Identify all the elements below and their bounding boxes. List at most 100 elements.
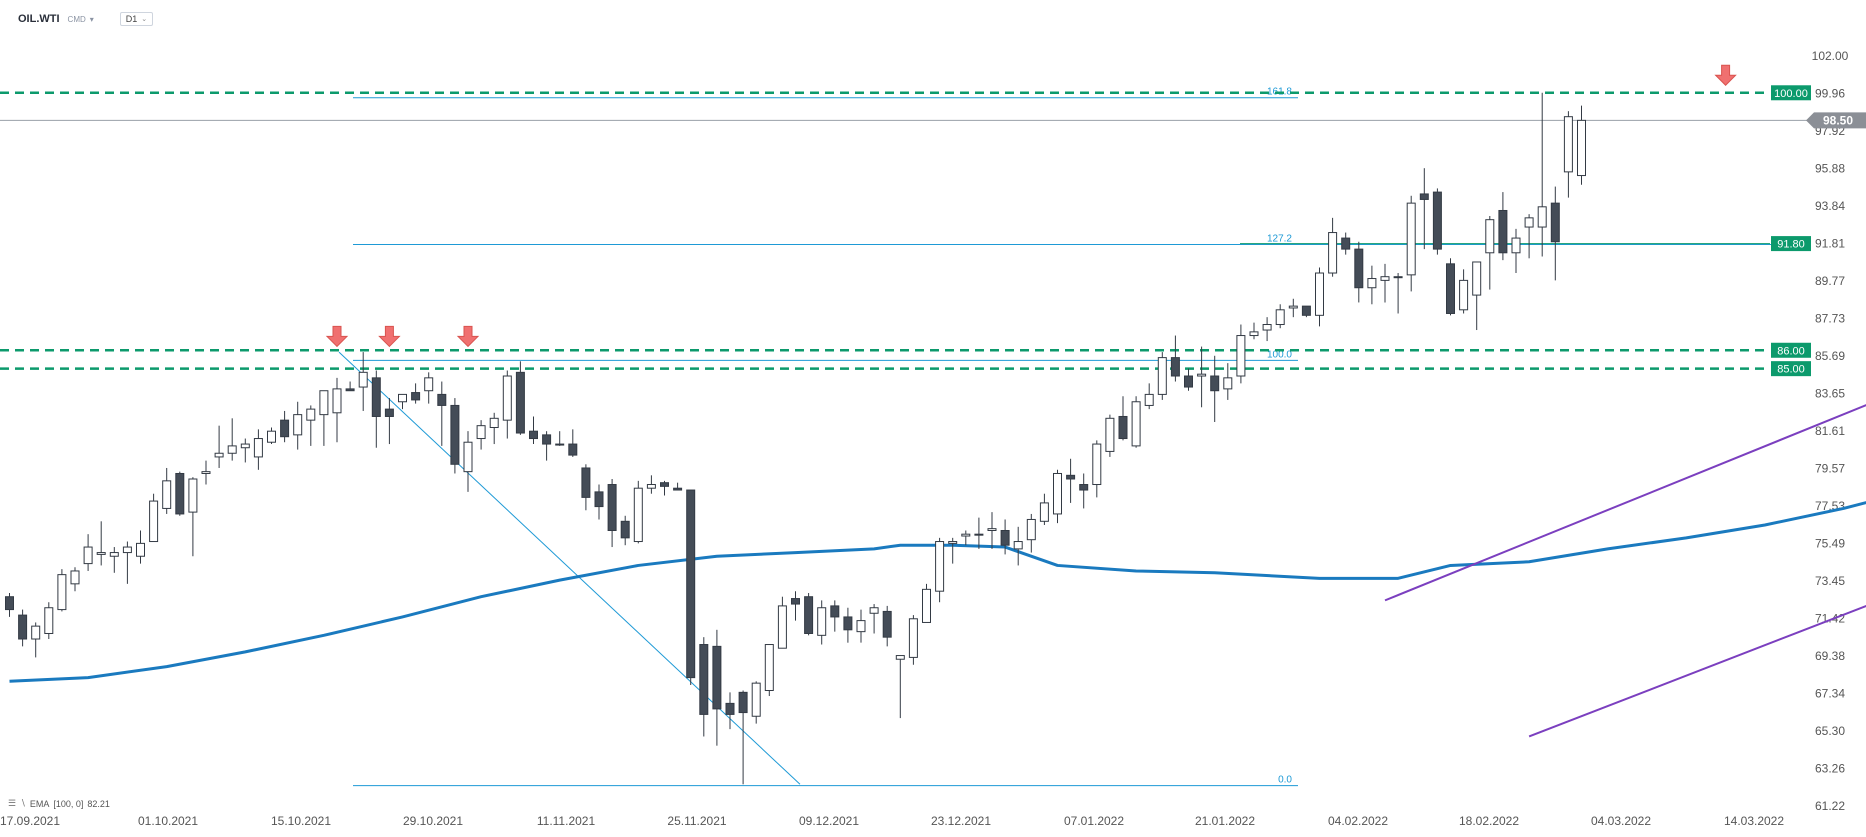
candle-body <box>700 645 708 715</box>
indicator-legend[interactable]: ☰ ∖ EMA [100, 0] 82.21 <box>8 798 110 809</box>
candle-body <box>320 391 328 415</box>
candle <box>137 530 145 563</box>
candle <box>19 610 27 647</box>
candle <box>1381 264 1389 303</box>
y-tick-label: 75.49 <box>1815 537 1845 551</box>
chevron-down-icon: ⌄ <box>141 15 147 23</box>
candle <box>582 464 590 510</box>
y-tick-label: 91.81 <box>1815 236 1845 250</box>
candle <box>923 584 931 623</box>
candle <box>530 416 538 444</box>
y-tick-label: 85.69 <box>1815 349 1845 363</box>
candle <box>975 518 983 549</box>
candle <box>936 538 944 602</box>
candle-body <box>543 435 551 444</box>
candle-body <box>1368 279 1376 288</box>
y-tick-label: 61.22 <box>1815 799 1845 813</box>
candle <box>1027 514 1035 553</box>
indicator-hide-icon[interactable]: ∖ <box>20 798 26 809</box>
level-badge-label: 86.00 <box>1777 345 1805 357</box>
candle <box>1512 229 1520 273</box>
candle <box>281 411 289 442</box>
candle <box>71 567 79 591</box>
candle <box>543 431 551 460</box>
candle-body <box>1473 262 1481 295</box>
candle-body <box>425 378 433 391</box>
candle-body <box>241 444 249 448</box>
candle <box>1185 369 1193 391</box>
x-tick-label: 07.01.2022 <box>1064 814 1124 828</box>
candle-body <box>949 542 957 544</box>
candle <box>595 485 603 520</box>
down-arrow-icon <box>327 326 347 346</box>
candle <box>1158 352 1166 400</box>
candle-body <box>1551 203 1559 242</box>
candle <box>58 569 66 611</box>
candle <box>647 475 655 493</box>
candle <box>84 534 92 571</box>
candle-body <box>1512 238 1520 253</box>
candle <box>1080 473 1088 508</box>
candle-body <box>71 571 79 584</box>
y-tick-label: 67.34 <box>1815 686 1845 700</box>
candle-body <box>1198 374 1206 376</box>
candle <box>333 378 341 442</box>
candle <box>962 530 970 545</box>
candle-body <box>857 621 865 632</box>
x-tick-label: 01.10.2021 <box>138 814 198 828</box>
candle-body <box>176 473 184 513</box>
candle <box>1093 440 1101 497</box>
symbol-dropdown-icon[interactable]: ▾ <box>90 15 94 24</box>
candle-body <box>831 606 839 617</box>
candle <box>883 606 891 646</box>
candle-body <box>1316 273 1324 315</box>
candle-body <box>621 521 629 538</box>
candle <box>857 610 865 643</box>
candle-body <box>477 426 485 439</box>
candle-body <box>661 483 669 487</box>
candle-body <box>1040 503 1048 521</box>
candle <box>1342 233 1350 255</box>
candle <box>490 413 498 444</box>
candle-body <box>1237 336 1245 376</box>
candle-body <box>189 479 197 512</box>
candle-body <box>726 703 734 714</box>
candle <box>1538 93 1546 257</box>
candle-body <box>19 615 27 639</box>
y-tick-label: 81.61 <box>1815 424 1845 438</box>
y-tick-label: 63.26 <box>1815 761 1845 775</box>
candle-body <box>1067 475 1075 479</box>
candle <box>1525 214 1533 258</box>
candle <box>32 622 40 657</box>
indicator-settings-icon[interactable]: ☰ <box>8 798 16 809</box>
candle <box>1578 106 1586 185</box>
candle <box>307 405 315 445</box>
candle-body <box>268 431 276 442</box>
timeframe-select[interactable]: D1 ⌄ <box>120 12 153 26</box>
candle <box>726 692 734 729</box>
symbol-label[interactable]: OIL.WTI <box>18 13 60 25</box>
candle <box>97 521 105 565</box>
candle-body <box>870 608 878 614</box>
indicator-name: EMA <box>30 799 50 809</box>
candle-body <box>45 608 53 634</box>
candle <box>320 391 328 446</box>
candle <box>294 402 302 450</box>
candle-body <box>516 372 524 433</box>
candle-body <box>687 490 695 678</box>
x-tick-label: 21.01.2022 <box>1195 814 1255 828</box>
candle-body <box>163 481 171 509</box>
candle <box>110 547 118 573</box>
candle <box>870 604 878 633</box>
candle <box>359 352 367 411</box>
fib-trend-line <box>339 352 800 784</box>
candle <box>346 382 354 391</box>
candle <box>844 608 852 643</box>
candle-body <box>1093 444 1101 484</box>
candle-body <box>556 444 564 445</box>
candle <box>1407 196 1415 292</box>
candle-body <box>359 372 367 387</box>
